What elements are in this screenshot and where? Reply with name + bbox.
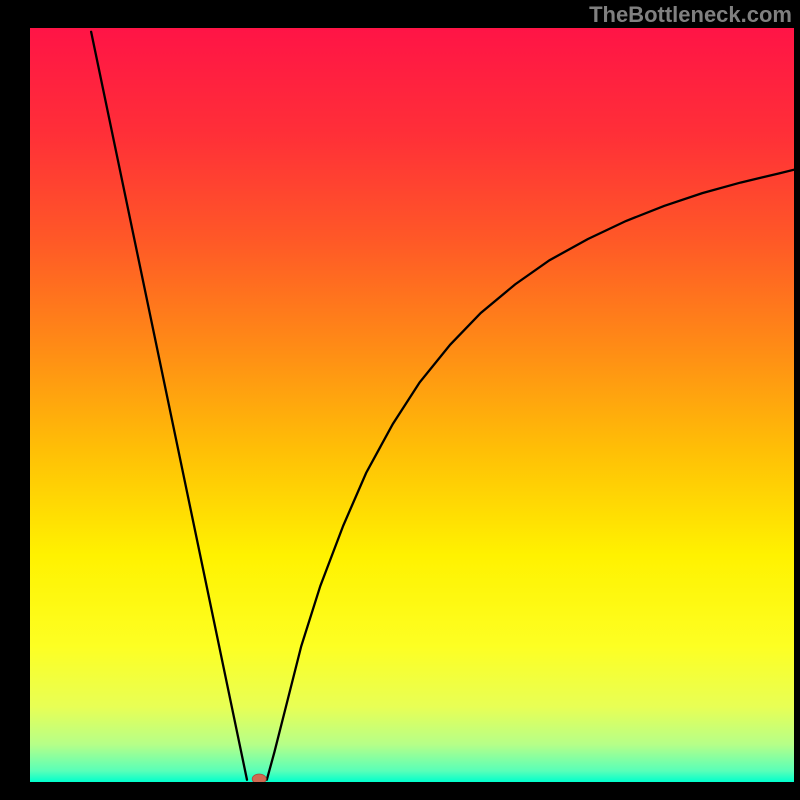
chart-container: TheBottleneck.com [0, 0, 800, 800]
chart-svg-overlay [30, 28, 794, 782]
frame-border-right [794, 0, 800, 800]
curve-left [91, 32, 247, 780]
frame-border-left [0, 0, 30, 800]
plot-area [30, 28, 794, 782]
data-point-marker [252, 774, 266, 782]
frame-border-bottom [0, 782, 800, 800]
curve-right [267, 170, 794, 780]
watermark-text: TheBottleneck.com [589, 2, 792, 28]
